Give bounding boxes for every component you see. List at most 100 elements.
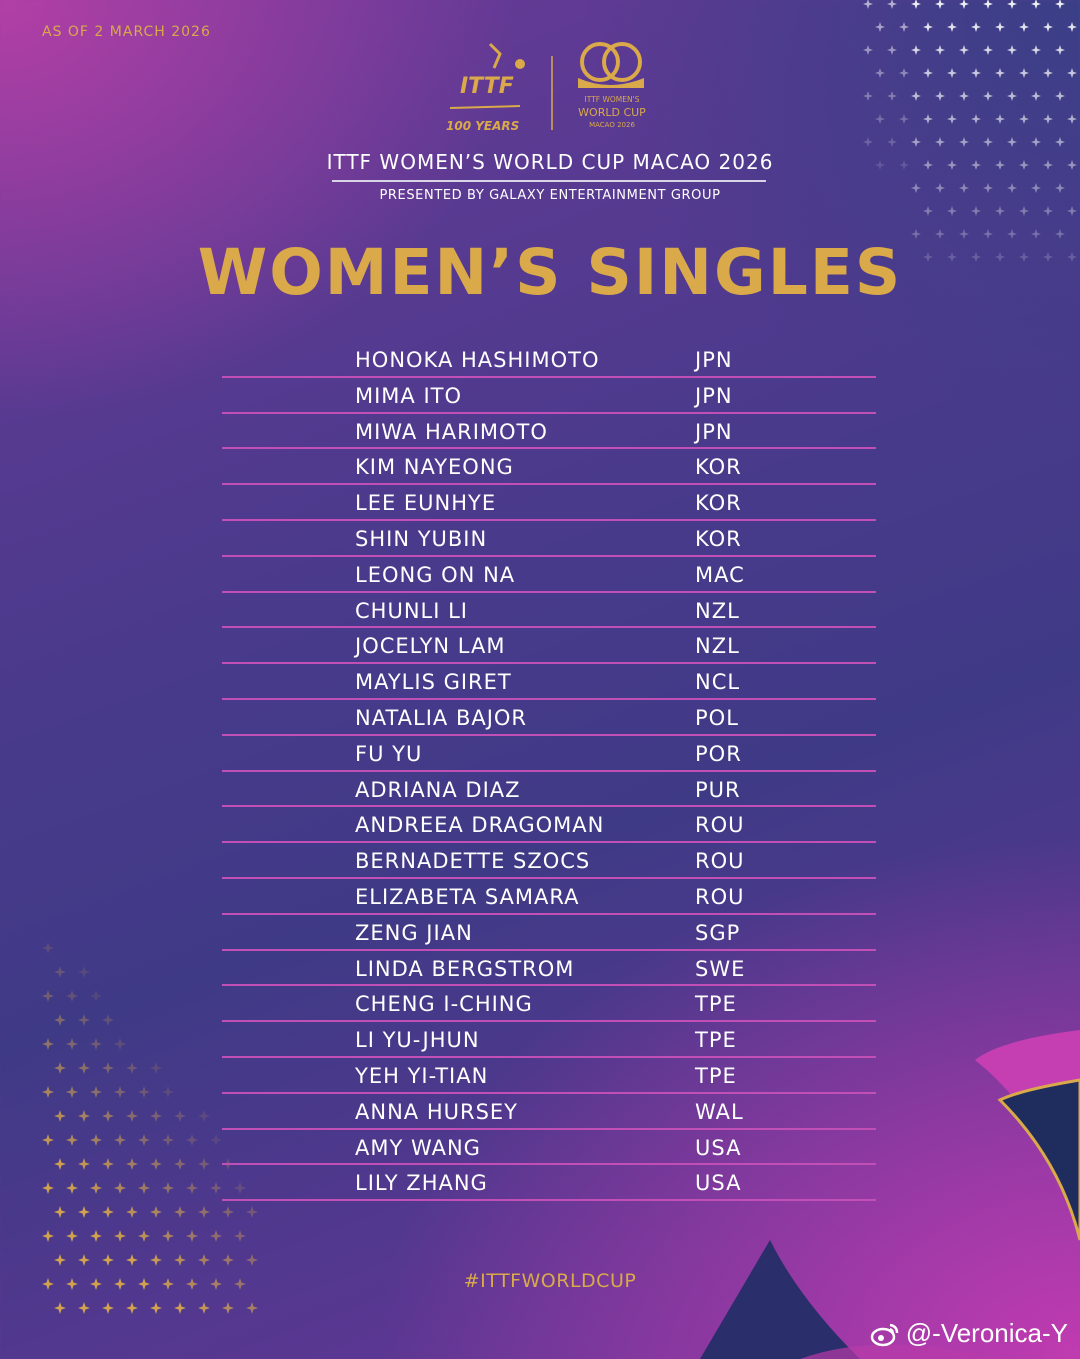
sparkle-dot: [66, 1134, 78, 1146]
sparkle-dot: [1019, 160, 1029, 170]
sparkle-dot: [983, 229, 993, 239]
sparkle-dot: [1019, 252, 1029, 262]
sparkle-dot: [1031, 137, 1041, 147]
sparkle-dot: [899, 22, 909, 32]
player-name: LEONG ON NA: [355, 562, 516, 587]
sparkle-dot: [1043, 206, 1053, 216]
sparkle-dot: [150, 1254, 162, 1266]
player-country: MAC: [695, 562, 745, 587]
sparkle-dot: [198, 1110, 210, 1122]
sparkle-dot: [899, 114, 909, 124]
sparkle-dot: [995, 252, 1005, 262]
player-name: HONOKA HASHIMOTO: [355, 348, 600, 372]
sparkle-dot: [246, 1302, 258, 1314]
sparkle-dot: [42, 990, 54, 1002]
sparkle-dot: [102, 1062, 114, 1074]
sparkle-dot: [1007, 45, 1017, 55]
sparkle-dot: [186, 1230, 198, 1242]
sparkle-dot: [126, 1062, 138, 1074]
sparkle-dot: [42, 942, 54, 954]
player-country: TPE: [695, 992, 737, 1017]
sparkle-dot: [971, 206, 981, 216]
sparkle-dot: [1043, 252, 1053, 262]
sparkle-dot: [923, 206, 933, 216]
sparkle-dot: [995, 160, 1005, 170]
sparkle-dot: [1043, 114, 1053, 124]
player-row: LILY ZHANG USA: [222, 1165, 876, 1202]
sparkle-dot: [246, 1206, 258, 1218]
sparkle-dot: [1067, 22, 1077, 32]
sparkle-dot: [198, 1158, 210, 1170]
sparkle-dot: [935, 183, 945, 193]
player-country: PUR: [695, 777, 741, 802]
sparkle-dot: [923, 22, 933, 32]
sparkle-dot: [78, 1062, 90, 1074]
sparkle-dot: [114, 1134, 126, 1146]
sparkle-dot: [959, 183, 969, 193]
player-country: JPN: [695, 383, 733, 408]
player-row: ELIZABETA SAMARA ROU: [222, 879, 876, 915]
player-row: ANDREEA DRAGOMAN ROU: [222, 807, 876, 844]
player-country: ROU: [695, 813, 745, 838]
sparkle-dot: [198, 1206, 210, 1218]
player-country: USA: [695, 1171, 742, 1196]
sparkle-dot: [1055, 183, 1065, 193]
sparkle-dot: [114, 1182, 126, 1194]
sparkle-dot: [995, 114, 1005, 124]
sparkle-dot: [54, 1206, 66, 1218]
sparkle-dot: [162, 1278, 174, 1290]
player-row: MAYLIS GIRET NCL: [222, 664, 876, 700]
sparkle-dot: [1031, 45, 1041, 55]
player-name: SHIN YUBIN: [355, 526, 488, 551]
player-row: KIM NAYEONG KOR: [222, 449, 876, 486]
sparkle-dot: [1067, 160, 1077, 170]
sparkle-dot: [1067, 206, 1077, 216]
player-name: AMY WANG: [355, 1135, 481, 1160]
sparkle-dot: [54, 966, 66, 978]
sparkle-dot: [150, 1206, 162, 1218]
player-name: MIMA ITO: [355, 383, 463, 408]
sparkle-dot: [126, 1206, 138, 1218]
player-name: YEH YI-TIAN: [355, 1063, 489, 1088]
sparkle-dot: [935, 229, 945, 239]
player-row: NATALIA BAJOR POL: [222, 700, 876, 736]
sparkle-dot: [150, 1302, 162, 1314]
sparkle-dot: [78, 1158, 90, 1170]
watermark: @-Veronica-Y: [870, 1318, 1068, 1349]
sparkle-dot: [222, 1206, 234, 1218]
sparkle-dot: [138, 1134, 150, 1146]
player-row: HONOKA HASHIMOTO JPN: [222, 342, 876, 378]
player-name: ELIZABETA SAMARA: [355, 884, 580, 909]
sparkle-dot: [995, 206, 1005, 216]
sparkle-dot: [959, 91, 969, 101]
sparkle-dot: [887, 0, 897, 9]
sparkle-dot: [1007, 91, 1017, 101]
weibo-icon: [870, 1323, 899, 1346]
world-cup-logo: ITTF WOMEN'S WORLD CUP MACAO 2026: [578, 42, 646, 129]
sparkle-dot: [66, 1182, 78, 1194]
player-name: MIWA HARIMOTO: [355, 419, 548, 444]
event-title: ITTF WOMEN’S WORLD CUP MACAO 2026: [326, 150, 774, 174]
player-country: KOR: [695, 526, 742, 551]
sparkle-dot: [1007, 229, 1017, 239]
sparkle-dot: [234, 1278, 246, 1290]
sparkle-dot: [1043, 160, 1053, 170]
sparkle-dot: [911, 137, 921, 147]
player-row: CHUNLI LI NZL: [222, 593, 876, 629]
sparkle-dot: [1031, 91, 1041, 101]
player-list: HONOKA HASHIMOTO JPN MIMA ITO JPN MIWA HARIM…: [222, 342, 876, 1202]
sparkle-dot: [222, 1302, 234, 1314]
sparkle-dot: [875, 160, 885, 170]
sparkle-dot: [959, 45, 969, 55]
player-row: LEE EUNHYE KOR: [222, 485, 876, 521]
player-country: NZL: [695, 598, 740, 623]
sparkle-dot: [54, 1062, 66, 1074]
sparkle-dot: [923, 160, 933, 170]
sparkle-dot: [947, 22, 957, 32]
sparkle-dot: [935, 0, 945, 9]
sparkle-dot: [1043, 22, 1053, 32]
sparkle-dot: [138, 1182, 150, 1194]
player-row: ANNA HURSEY WAL: [222, 1094, 876, 1130]
sparkle-dot: [54, 1158, 66, 1170]
player-name: ANNA HURSEY: [355, 1099, 519, 1124]
